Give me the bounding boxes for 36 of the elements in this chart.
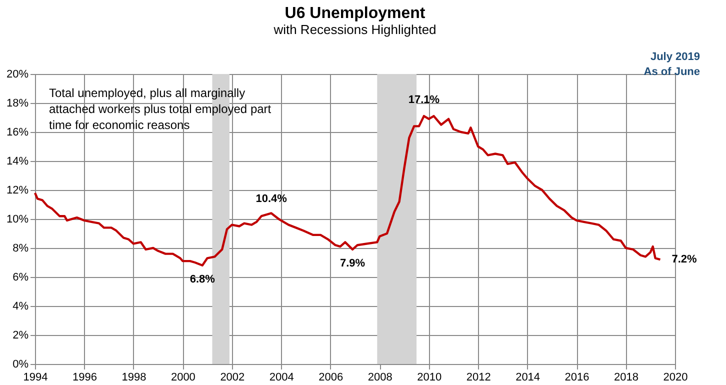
x-tick-label: 2014 xyxy=(516,372,540,384)
y-tick-label: 10% xyxy=(6,214,29,226)
x-tick-label: 2006 xyxy=(318,372,344,384)
x-tick-label: 2010 xyxy=(417,372,442,384)
x-tick-label: 2020 xyxy=(663,372,688,384)
annotation: 7.2% xyxy=(672,254,697,266)
y-tick-label: 0% xyxy=(12,358,29,370)
y-tick-label: 6% xyxy=(12,272,29,284)
annotation: Total unemployed, plus all marginally attached workers plus total employed part time for economic reasons xyxy=(49,86,272,132)
x-tick-label: 2016 xyxy=(564,372,590,384)
annotation: 6.8% xyxy=(190,273,216,286)
x-tick-label: 2002 xyxy=(220,372,245,384)
annotation: 7.9% xyxy=(340,257,366,270)
annotation: 17.1% xyxy=(408,94,440,106)
y-tick-label: 8% xyxy=(12,242,29,254)
chart-title: U6 Unemployment xyxy=(284,5,426,22)
x-tick-label: 2018 xyxy=(614,372,639,384)
x-tick-label: 2012 xyxy=(466,372,491,384)
x-tick-label: 1998 xyxy=(122,372,146,384)
x-tick-label: 2008 xyxy=(368,372,392,384)
line-series xyxy=(34,114,662,266)
y-tick-label: 16% xyxy=(6,126,29,138)
x-tick-label: 1994 xyxy=(23,372,48,384)
x-tick-label: 2004 xyxy=(269,372,294,384)
x-tick-label: 1996 xyxy=(72,372,97,384)
y-tick-label: 18% xyxy=(6,98,29,110)
x-tick-label: 2000 xyxy=(170,372,196,384)
y-tick-label: 20% xyxy=(6,68,29,80)
annotation: As of June xyxy=(644,66,700,78)
chart-subtitle: with Recessions Highlighted xyxy=(272,22,436,37)
annotation: 10.4% xyxy=(256,193,288,206)
y-tick-label: 14% xyxy=(6,156,29,168)
text: July 2019 xyxy=(650,51,700,63)
y-tick-label: 4% xyxy=(12,300,29,312)
y-tick-label: 12% xyxy=(6,184,29,196)
y-tick-label: 2% xyxy=(12,330,29,342)
